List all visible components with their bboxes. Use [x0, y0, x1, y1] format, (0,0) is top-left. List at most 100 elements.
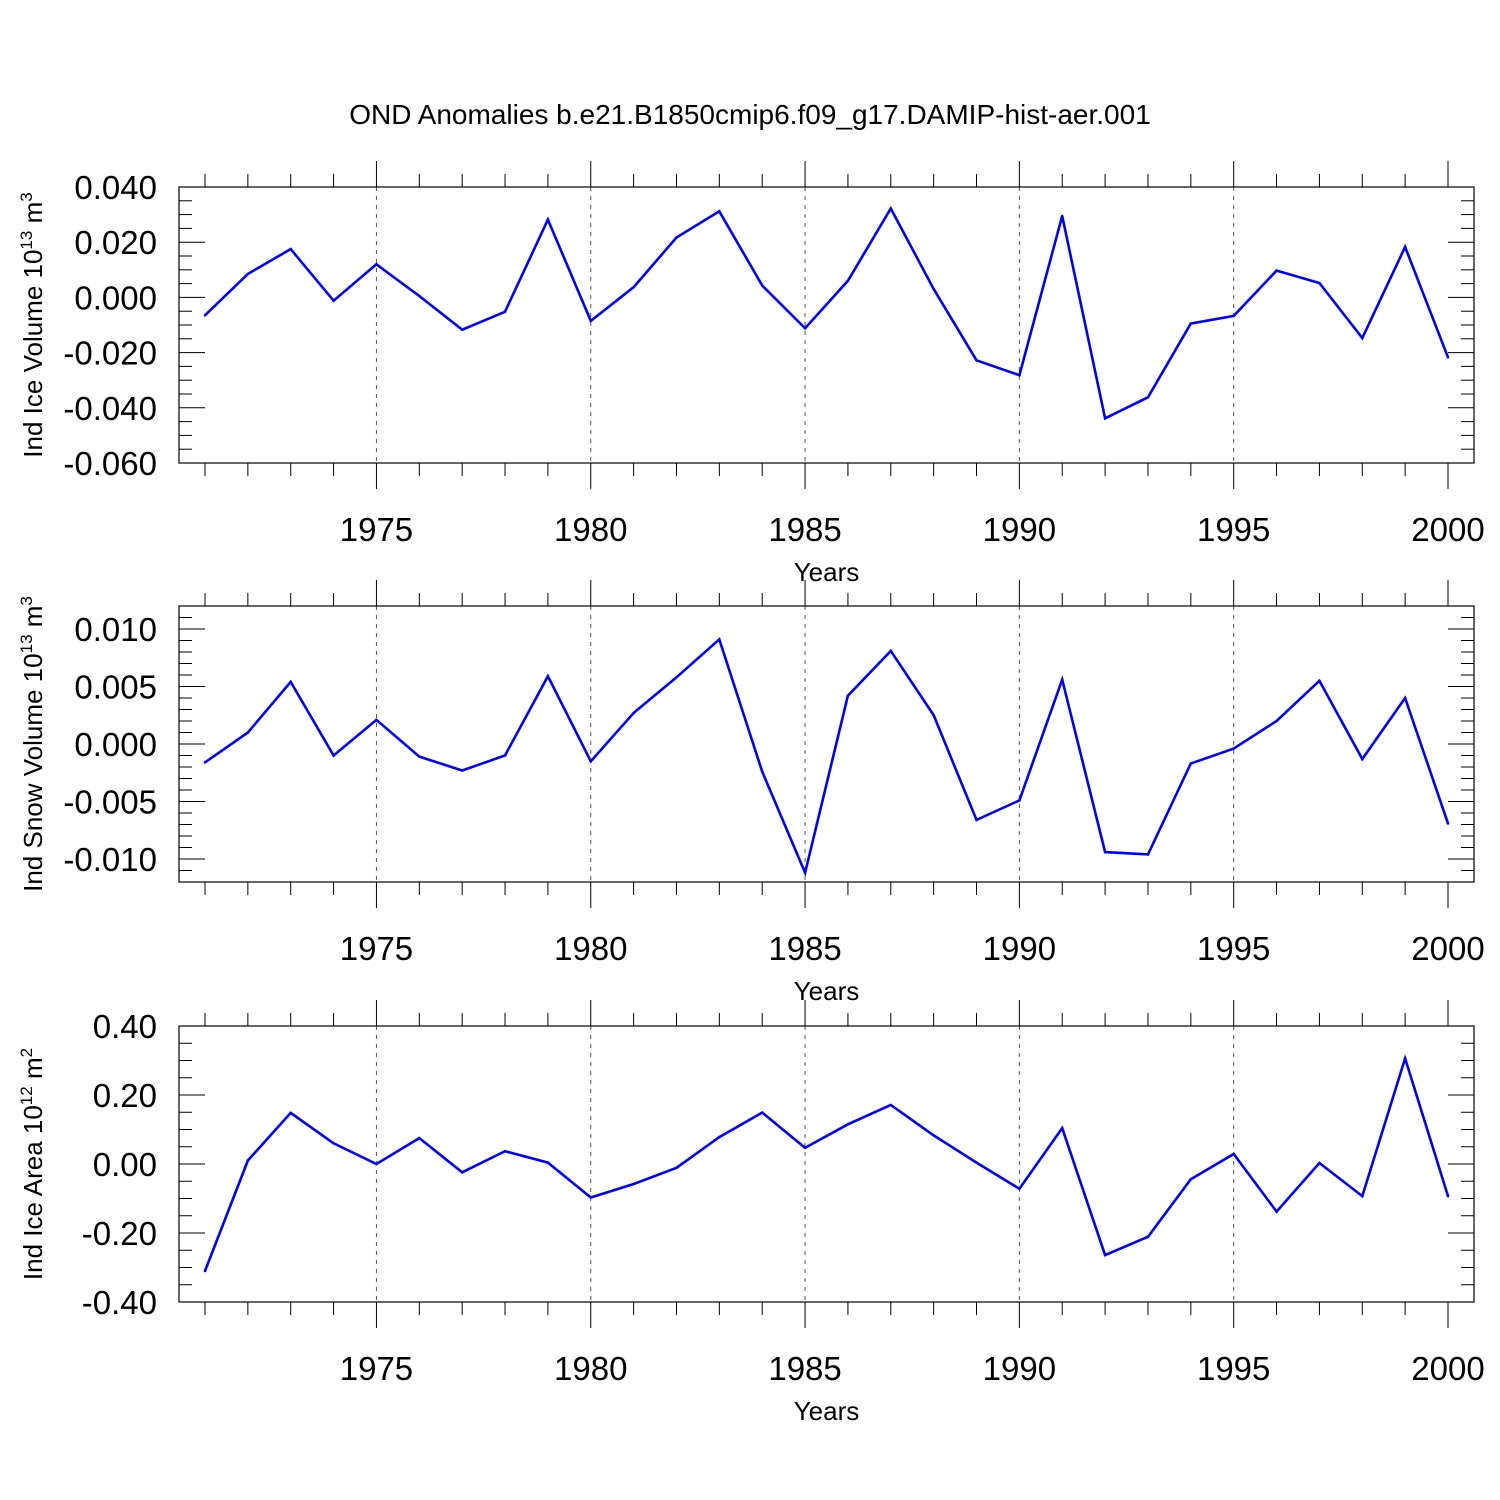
y-axis-label-part: m: [18, 606, 48, 635]
x-tick-label: 1985: [768, 1350, 841, 1387]
series-line: [203, 1054, 1450, 1272]
x-axis-label: Years: [794, 976, 860, 1006]
chart-panel-1: -0.060 -0.040 -0.020 0.000 0.020 0.040 1975 198…: [17, 161, 1485, 587]
data-point: [846, 694, 850, 697]
data-point: [589, 1196, 593, 1199]
data-point: [803, 871, 807, 875]
data-point: [1318, 1161, 1321, 1165]
data-point: [1232, 747, 1235, 750]
y-tick-label: -0.010: [63, 841, 157, 878]
data-point: [203, 761, 207, 764]
y-axis-label-superscript: 13: [17, 634, 36, 653]
chart-panel-3: -0.40 -0.20 0.00 0.20 0.40 1975 1980 1985 1990 19…: [17, 1000, 1485, 1426]
y-axis-label-superscript: 3: [17, 192, 36, 201]
data-point: [246, 1159, 250, 1162]
data-point: [1189, 322, 1193, 325]
data-point: [889, 1103, 893, 1107]
y-axis-label: Ind Ice Area 1012 m2: [17, 1048, 48, 1280]
data-point: [1232, 314, 1235, 318]
x-tick-label: 1990: [983, 930, 1056, 967]
data-point: [1446, 356, 1450, 359]
chart-panel-2: -0.010 -0.005 0.000 0.005 0.010 1975 1980 1985 1…: [17, 580, 1485, 1006]
data-point: [803, 1146, 807, 1150]
y-tick-label: 0.010: [74, 611, 157, 648]
data-point: [718, 1135, 721, 1139]
x-tick-label: 1995: [1197, 511, 1270, 548]
data-point: [632, 1182, 635, 1186]
data-point: [332, 299, 335, 303]
y-tick-label: -0.005: [63, 784, 157, 821]
data-point: [760, 1111, 764, 1114]
data-point: [289, 680, 293, 684]
y-tick-label: 0.00: [93, 1146, 157, 1183]
data-point: [1103, 1253, 1107, 1257]
data-point: [1403, 1057, 1407, 1060]
data-point: [1361, 757, 1364, 761]
x-tick-label: 1990: [983, 511, 1056, 548]
data-point: [846, 279, 850, 283]
x-tick-label: 1980: [554, 1350, 627, 1387]
data-point: [289, 247, 293, 251]
data-point: [203, 1269, 207, 1273]
data-point: [932, 1134, 935, 1137]
data-point: [546, 1161, 550, 1164]
data-point: [546, 218, 550, 221]
y-axis-label-superscript: 13: [17, 231, 36, 250]
data-point: [1446, 1194, 1450, 1198]
y-tick-label: 0.005: [74, 669, 157, 706]
data-point: [1275, 269, 1278, 272]
data-point: [503, 754, 507, 757]
x-tick-label: 1985: [768, 930, 841, 967]
y-tick-label: 0.20: [93, 1077, 157, 1114]
data-point: [932, 714, 935, 717]
data-point: [1018, 1187, 1021, 1191]
y-tick-label: 0.40: [93, 1008, 157, 1045]
data-point: [1403, 245, 1407, 249]
x-tick-label: 2000: [1411, 511, 1484, 548]
data-point: [460, 769, 464, 772]
data-point: [803, 327, 807, 330]
data-point: [1146, 396, 1150, 399]
x-tick-label: 1980: [554, 511, 627, 548]
data-point: [1446, 822, 1450, 825]
data-point: [1103, 417, 1107, 420]
x-tick-label: 2000: [1411, 930, 1484, 967]
x-tick-label: 1985: [768, 511, 841, 548]
data-point: [203, 314, 207, 317]
y-tick-label: 0.000: [74, 279, 157, 316]
y-axis-label-part: Ind Ice Area 10: [18, 1105, 48, 1280]
data-point: [760, 770, 764, 773]
x-tick-label: 1980: [554, 930, 627, 967]
data-point: [1275, 1210, 1278, 1213]
data-point: [975, 359, 978, 362]
data-point: [589, 319, 593, 323]
y-axis-label-part: m: [18, 1057, 48, 1086]
data-point: [375, 263, 378, 266]
data-point: [889, 207, 893, 210]
data-point: [1318, 281, 1321, 285]
data-point: [503, 1149, 507, 1153]
y-tick-label: -0.20: [82, 1215, 157, 1252]
data-point: [1318, 679, 1321, 683]
data-point: [1403, 696, 1407, 700]
data-point: [675, 676, 678, 679]
figure-title: OND Anomalies b.e21.B1850cmip6.f09_g17.D…: [349, 99, 1151, 130]
y-tick-label: 0.020: [74, 224, 157, 261]
data-point: [460, 1171, 464, 1174]
y-axis-label-part: Ind Snow Volume 10: [18, 653, 48, 892]
y-axis-label-superscript: 3: [17, 596, 36, 605]
data-point: [718, 210, 721, 213]
data-point: [418, 1136, 421, 1140]
data-point: [1361, 1194, 1364, 1198]
data-point: [246, 272, 250, 276]
series-line: [204, 637, 1450, 877]
y-axis-label-superscript: 12: [17, 1086, 36, 1105]
y-axis-label-part: Ind Ice Volume 10: [18, 250, 48, 458]
y-tick-label: -0.040: [63, 390, 157, 427]
data-point: [1232, 1152, 1235, 1156]
x-tick-label: 1975: [340, 511, 413, 548]
data-point: [503, 310, 507, 314]
x-tick-label: 2000: [1411, 1350, 1484, 1387]
data-point: [1060, 678, 1064, 681]
